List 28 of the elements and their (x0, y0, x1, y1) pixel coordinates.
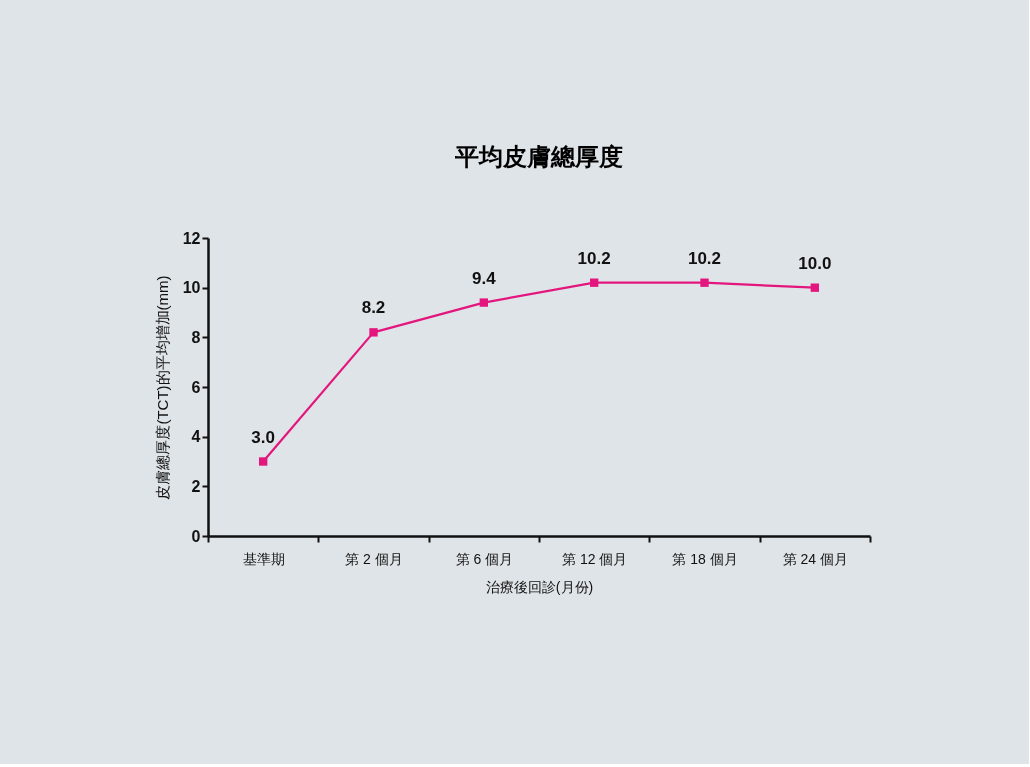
y-tick-label: 12 (182, 229, 201, 247)
x-axis-title: 治療後回診(月份) (485, 578, 594, 595)
data-label: 10.2 (687, 248, 722, 268)
data-label: 8.2 (361, 298, 386, 318)
y-tick-label: 4 (191, 428, 201, 446)
point (589, 278, 599, 287)
point (810, 283, 820, 292)
x-tick-label: 第 12 個月 (561, 550, 628, 567)
y-tick-label: 2 (191, 477, 201, 495)
y-tick-label: 6 (191, 378, 201, 396)
y-tick-label: 8 (191, 328, 201, 346)
x-tick-label: 基準期 (242, 550, 285, 567)
x-tick-label: 第 2 個月 (345, 550, 403, 567)
x-tick-label: 第 6 個月 (455, 550, 514, 567)
data-label: 9.4 (472, 268, 497, 288)
data-label: 10.0 (798, 253, 832, 273)
point (369, 328, 378, 337)
chart-title: 平均皮膚總厚度 (454, 143, 623, 170)
y-axis-title: 皮膚總厚度(TCT)的平均增加(mm) (153, 275, 171, 500)
point (479, 298, 489, 307)
y-tick-label: 10 (182, 279, 201, 297)
x-tick-label: 第 18 個月 (672, 550, 738, 567)
data-label: 10.2 (577, 248, 611, 268)
data-label: 3.0 (251, 427, 275, 447)
point (700, 278, 709, 287)
x-tick-label: 第 24 個月 (782, 550, 849, 567)
point (258, 457, 268, 466)
y-tick-label: 0 (191, 527, 201, 545)
